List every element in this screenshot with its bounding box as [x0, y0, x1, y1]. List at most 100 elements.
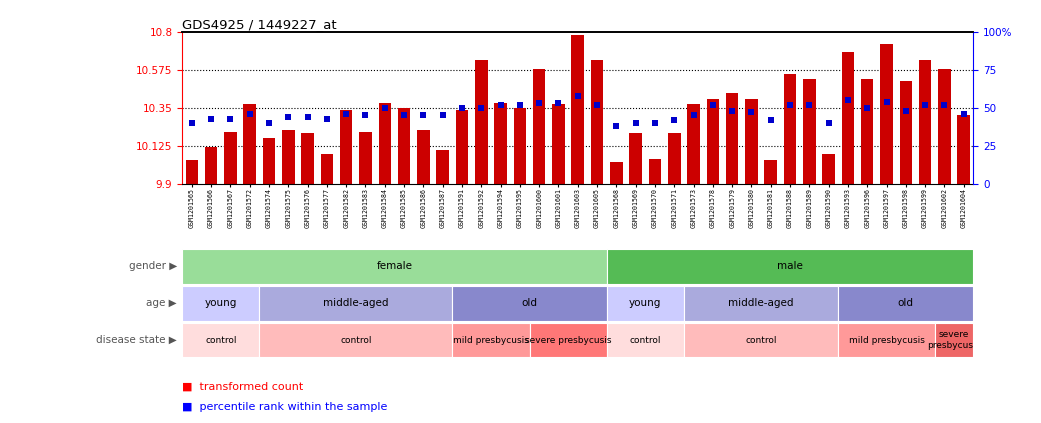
Bar	[784, 74, 796, 184]
Bar	[552, 104, 564, 184]
Bar	[205, 147, 218, 184]
Point	[183, 120, 200, 126]
Bar	[726, 93, 738, 184]
Text: old: old	[522, 298, 537, 308]
Text: mild presbycusis: mild presbycusis	[848, 335, 924, 345]
FancyBboxPatch shape	[838, 286, 973, 321]
Bar	[841, 52, 855, 184]
Text: gender ▶: gender ▶	[129, 261, 177, 272]
Bar	[417, 130, 430, 184]
Point	[492, 102, 509, 108]
Point	[377, 104, 393, 111]
Point	[782, 102, 798, 108]
Point	[859, 104, 875, 111]
Text: control: control	[205, 335, 236, 345]
Bar	[630, 133, 642, 184]
Point	[840, 97, 857, 104]
Point	[589, 102, 606, 108]
Bar	[340, 110, 353, 184]
FancyBboxPatch shape	[453, 286, 607, 321]
FancyBboxPatch shape	[259, 286, 453, 321]
Bar	[687, 104, 700, 184]
Text: severe
presbycusis: severe presbycusis	[928, 330, 981, 350]
Point	[743, 109, 760, 116]
Point	[646, 120, 663, 126]
Point	[260, 120, 277, 126]
Point	[705, 102, 721, 108]
Bar	[436, 150, 449, 184]
Point	[897, 107, 914, 114]
Bar	[475, 60, 487, 184]
FancyBboxPatch shape	[259, 323, 453, 357]
Point	[319, 115, 335, 122]
Point	[242, 110, 258, 117]
Text: control: control	[630, 335, 661, 345]
Point	[723, 107, 740, 114]
Point	[203, 115, 220, 122]
Bar	[803, 79, 815, 184]
Point	[879, 99, 895, 105]
Text: GDS4925 / 1449227_at: GDS4925 / 1449227_at	[182, 18, 337, 30]
Bar	[861, 79, 873, 184]
Bar	[745, 99, 758, 184]
Point	[338, 110, 355, 117]
Bar	[881, 44, 893, 184]
Point	[511, 102, 528, 108]
Text: young: young	[629, 298, 661, 308]
Bar	[764, 160, 777, 184]
FancyBboxPatch shape	[182, 286, 259, 321]
Point	[569, 92, 586, 99]
FancyBboxPatch shape	[182, 249, 607, 284]
Point	[434, 112, 451, 119]
Point	[801, 102, 817, 108]
Bar	[938, 69, 950, 184]
FancyBboxPatch shape	[684, 286, 838, 321]
Point	[608, 123, 625, 129]
FancyBboxPatch shape	[838, 323, 935, 357]
Bar	[301, 133, 314, 184]
Text: male: male	[777, 261, 803, 272]
Point	[628, 120, 644, 126]
Bar	[185, 160, 198, 184]
Bar	[398, 108, 410, 184]
Text: young: young	[205, 298, 237, 308]
Point	[396, 112, 412, 119]
Bar	[262, 138, 275, 184]
Bar	[456, 110, 468, 184]
Bar	[494, 103, 507, 184]
FancyBboxPatch shape	[607, 323, 684, 357]
Text: severe presbycusis: severe presbycusis	[525, 335, 611, 345]
Point	[415, 112, 432, 119]
Bar	[899, 81, 912, 184]
Text: middle-aged: middle-aged	[323, 298, 388, 308]
Point	[762, 117, 779, 124]
Bar	[533, 69, 545, 184]
Point	[299, 114, 315, 121]
Text: ■  percentile rank within the sample: ■ percentile rank within the sample	[182, 402, 387, 412]
Point	[222, 115, 238, 122]
Bar	[359, 132, 372, 184]
FancyBboxPatch shape	[182, 323, 259, 357]
Point	[550, 100, 566, 107]
Text: middle-aged: middle-aged	[729, 298, 794, 308]
Point	[917, 102, 934, 108]
Bar	[668, 133, 681, 184]
FancyBboxPatch shape	[607, 286, 684, 321]
Point	[280, 114, 297, 121]
Bar	[610, 162, 623, 184]
Point	[531, 100, 548, 107]
Point	[936, 102, 953, 108]
Bar	[572, 35, 584, 184]
FancyBboxPatch shape	[453, 323, 530, 357]
Bar	[707, 99, 719, 184]
Bar	[822, 154, 835, 184]
Bar	[379, 103, 391, 184]
FancyBboxPatch shape	[530, 323, 607, 357]
Point	[454, 104, 471, 111]
Text: age ▶: age ▶	[147, 298, 177, 308]
Text: disease state ▶: disease state ▶	[96, 335, 177, 345]
Bar	[919, 60, 932, 184]
FancyBboxPatch shape	[607, 249, 973, 284]
FancyBboxPatch shape	[935, 323, 973, 357]
Point	[685, 112, 702, 119]
